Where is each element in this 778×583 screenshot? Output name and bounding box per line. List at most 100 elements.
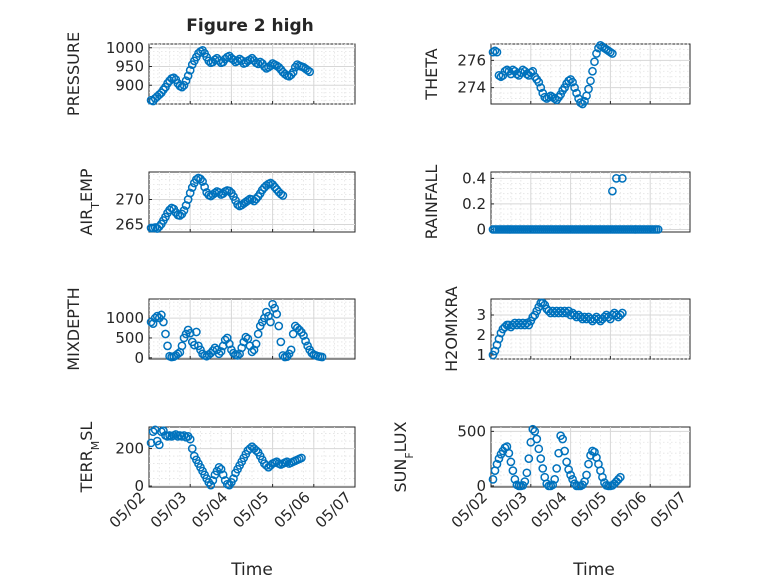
data-point — [224, 186, 234, 196]
data-point — [214, 462, 224, 472]
data-point — [536, 454, 546, 463]
data-point — [534, 77, 544, 87]
data-point — [528, 424, 538, 434]
x-tick-label: 05/03 — [147, 488, 190, 531]
x-tick-label: 05/02 — [448, 488, 491, 531]
sun-flux-y-label: SUNFLUX — [391, 421, 416, 492]
data-point — [538, 88, 548, 98]
data-point — [185, 65, 195, 75]
data-point — [498, 71, 508, 80]
data-point — [548, 480, 558, 490]
data-point — [282, 457, 292, 467]
data-point — [520, 320, 530, 330]
data-point — [189, 340, 199, 350]
data-point — [266, 317, 275, 327]
data-point — [534, 444, 544, 454]
data-point — [179, 431, 189, 440]
x-tick-label: 05/07 — [647, 488, 690, 531]
data-point — [568, 77, 577, 87]
data-point — [608, 49, 617, 58]
sun-flux-plot-area — [490, 426, 691, 488]
data-point — [206, 480, 216, 490]
y-tick-label: 0.2 — [462, 195, 486, 213]
data-point — [617, 308, 627, 318]
data-point — [295, 325, 304, 335]
data-point — [494, 71, 504, 80]
subplot-mixdepth: 0 500 1000 MIXDEPTH — [64, 287, 356, 371]
data-point — [187, 183, 197, 192]
data-point — [185, 434, 195, 444]
data-point — [175, 211, 185, 220]
data-point — [584, 459, 593, 469]
data-point — [508, 466, 518, 475]
data-point — [612, 174, 621, 183]
x-tick-label: 05/05 — [229, 488, 272, 531]
data-point — [550, 475, 560, 484]
data-point — [317, 352, 327, 362]
y-tick-label: 265 — [115, 216, 144, 234]
y-tick-label: 1000 — [106, 39, 144, 57]
data-point — [506, 457, 516, 467]
data-point — [536, 83, 546, 92]
data-point — [617, 174, 627, 183]
data-point — [616, 472, 625, 482]
data-point — [214, 349, 224, 359]
data-point — [560, 446, 569, 456]
data-point — [528, 66, 538, 76]
data-point — [608, 186, 617, 196]
data-point — [488, 47, 498, 57]
data-point — [288, 67, 298, 77]
data-point — [253, 329, 263, 339]
x-axis-label-right: Time — [572, 560, 615, 580]
data-point — [592, 49, 601, 58]
data-point — [540, 92, 550, 102]
data-point — [251, 194, 261, 204]
data-point — [173, 349, 183, 359]
data-point — [169, 73, 179, 83]
y-tick-label: 3 — [476, 306, 486, 324]
y-tick-label: 0 — [134, 477, 144, 495]
data-point — [550, 94, 560, 103]
data-point — [185, 188, 195, 198]
data-point — [560, 306, 569, 316]
data-point — [251, 339, 261, 349]
data-point — [560, 83, 569, 92]
data-point — [544, 92, 554, 102]
x-axis-label-left: Time — [230, 560, 273, 580]
data-point — [152, 311, 162, 321]
x-tick-label: 05/05 — [567, 488, 610, 531]
data-point — [185, 328, 195, 338]
data-point — [204, 56, 214, 66]
data-point — [488, 475, 498, 484]
data-point — [552, 464, 562, 473]
subplot-air-temp: 265 270 AIRTEMP — [77, 168, 356, 236]
y-tick-label: 900 — [115, 76, 144, 94]
y-tick-label: 1 — [476, 346, 486, 364]
data-point — [276, 189, 286, 199]
y-tick-label: 200 — [115, 440, 144, 458]
mixdepth-y-label: MIXDEPTH — [64, 287, 83, 370]
data-point — [588, 66, 597, 76]
data-point — [243, 196, 253, 205]
data-point — [616, 310, 625, 320]
data-point — [177, 341, 187, 351]
x-tick-label: 05/03 — [488, 488, 531, 531]
data-point — [187, 444, 197, 453]
data-point — [179, 206, 189, 215]
x-tick-label: 05/02 — [106, 488, 149, 531]
data-point — [492, 459, 502, 469]
data-point — [233, 351, 242, 360]
data-point — [276, 337, 286, 347]
x-tick-label: 05/06 — [607, 488, 650, 531]
data-point — [510, 475, 520, 484]
data-point — [179, 80, 189, 90]
data-point — [198, 177, 207, 186]
y-tick-label: 274 — [457, 79, 486, 97]
data-point — [598, 472, 607, 482]
data-point — [241, 332, 251, 342]
data-point — [154, 440, 164, 450]
figure-title: Figure 2 high — [186, 16, 314, 36]
y-tick-label: 950 — [115, 58, 144, 76]
data-point — [558, 434, 567, 444]
